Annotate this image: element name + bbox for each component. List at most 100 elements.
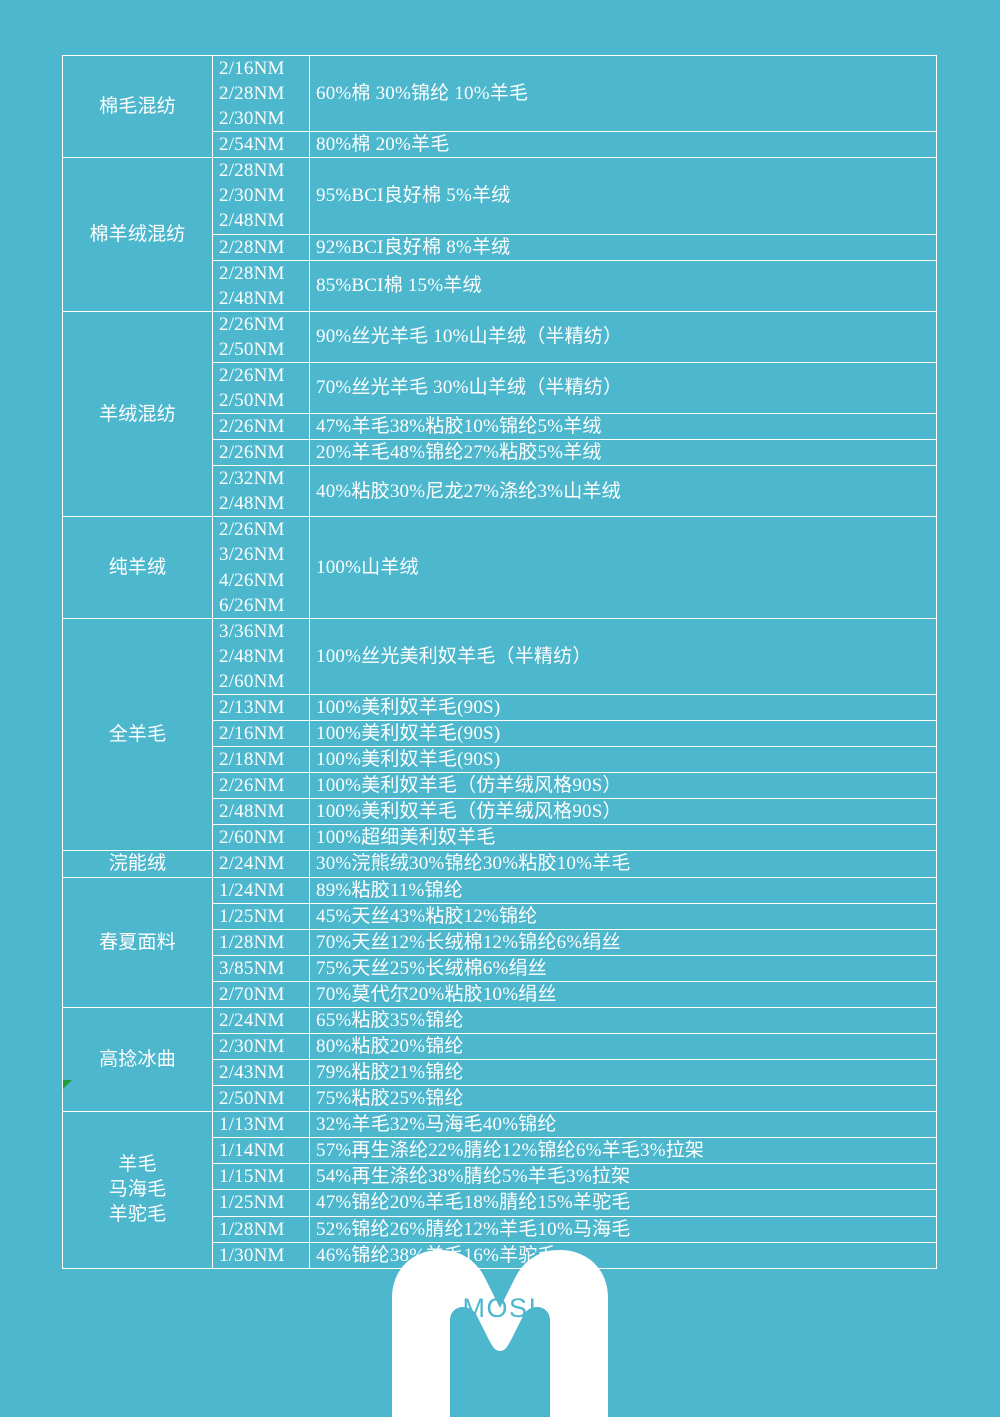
yarn-count-cell: 2/24NM: [212, 1006, 310, 1034]
yarn-count-cell: 2/30NM: [212, 1032, 310, 1061]
table-row: 棉羊绒混纺 2/28NM 2/30NM 2/48NM 95%BCI良好棉 5%羊绒: [62, 157, 937, 312]
composition-cell: 70%丝光羊毛 30%山羊绒（半精纺）: [309, 361, 937, 415]
logo-m-icon: [392, 1250, 608, 1417]
composition-cell: 100%超细美利奴羊毛: [309, 824, 937, 852]
composition-cell: 85%BCI棉 15%羊绒: [309, 259, 937, 312]
composition-cell: 70%莫代尔20%粘胶10%绢丝: [309, 980, 937, 1008]
yarn-count-cell: 3/36NM 2/48NM 2/60NM: [212, 617, 310, 695]
composition-cell: 100%美利奴羊毛(90S): [309, 720, 937, 748]
table-row: 浣能绒 2/24NM 30%浣熊绒30%锦纶30%粘胶10%羊毛: [62, 850, 937, 878]
table-row: 2/48NM 100%美利奴羊毛（仿羊绒风格90S）: [63, 798, 937, 826]
composition-cell: 40%粘胶30%尼龙27%涤纶3%山羊绒: [309, 465, 937, 518]
table-row: 羊绒混纺 2/26NM 2/50NM 90%丝光羊毛 10%山羊绒（半精纺）: [62, 310, 937, 518]
table-row: 2/13NM 100%美利奴羊毛(90S): [63, 693, 937, 722]
logo-wordmark: MOSI: [462, 1293, 538, 1323]
yarn-count-cell: 2/26NM 2/50NM: [212, 361, 310, 415]
composition-cell: 100%山羊绒: [309, 516, 937, 619]
category-cell: 棉毛混纺: [62, 54, 213, 159]
composition-cell: 90%丝光羊毛 10%山羊绒（半精纺）: [309, 310, 937, 363]
table-row: 2/18NM 100%美利奴羊毛(90S): [63, 746, 937, 774]
yarn-count-cell: 2/60NM: [212, 824, 310, 852]
yarn-count-cell: 2/28NM 2/48NM: [212, 259, 310, 312]
composition-cell: 92%BCI良好棉 8%羊绒: [309, 233, 937, 261]
table-row: 高捻冰曲 2/24NM 65%粘胶35%锦纶: [62, 1006, 937, 1113]
composition-cell: 80%粘胶20%锦纶: [309, 1032, 937, 1061]
yarn-count-cell: 2/24NM: [212, 850, 310, 878]
yarn-count-cell: 2/26NM: [212, 413, 310, 441]
yarn-count-cell: 2/28NM: [212, 233, 310, 261]
composition-cell: 89%粘胶11%锦纶: [309, 876, 937, 904]
yarn-count-cell: 2/13NM: [212, 693, 310, 722]
composition-cell: 45%天丝43%粘胶12%锦纶: [309, 902, 937, 930]
composition-cell: 100%美利奴羊毛(90S): [309, 693, 937, 722]
category-cell: 浣能绒: [62, 850, 213, 878]
composition-cell: 47%锦纶20%羊毛18%腈纶15%羊驼毛: [309, 1189, 937, 1217]
table-row: 2/30NM 80%粘胶20%锦纶: [63, 1032, 937, 1061]
yarn-count-cell: 2/43NM: [212, 1059, 310, 1087]
yarn-count-cell: 2/54NM: [212, 131, 310, 159]
yarn-count-cell: 2/16NM: [212, 720, 310, 748]
mosi-logo: MOSI: [0, 1246, 1000, 1417]
category-cell: 羊绒混纺: [62, 310, 213, 518]
table-row: 2/26NM 47%羊毛38%粘胶10%锦纶5%羊绒: [63, 413, 937, 441]
table-row: 2/50NM 75%粘胶25%锦纶: [63, 1085, 937, 1113]
table-row: 2/28NM 92%BCI良好棉 8%羊绒: [63, 233, 937, 261]
table-row: 2/60NM 100%超细美利奴羊毛: [63, 824, 937, 852]
composition-cell: 95%BCI良好棉 5%羊绒: [309, 157, 937, 235]
yarn-specification-table: 棉毛混纺 2/16NM 2/28NM 2/30NM 60%棉 30%锦纶 10%羊毛…: [62, 54, 937, 1269]
category-cell: 高捻冰曲: [62, 1006, 213, 1113]
composition-cell: 47%羊毛38%粘胶10%锦纶5%羊绒: [309, 413, 937, 441]
composition-cell: 80%棉 20%羊毛: [309, 131, 937, 159]
yarn-count-cell: 2/70NM: [212, 980, 310, 1008]
composition-cell: 100%丝光美利奴羊毛（半精纺）: [309, 617, 937, 695]
table-row: 2/32NM 2/48NM 40%粘胶30%尼龙27%涤纶3%山羊绒: [63, 465, 937, 518]
composition-cell: 75%天丝25%长绒棉6%绢丝: [309, 954, 937, 982]
category-cell: 纯羊绒: [62, 516, 213, 619]
table-row: 1/30NM46%锦纶38%羊毛16%羊驼毛: [63, 1241, 937, 1269]
table-row: 1/15NM 54%再生涤纶38%腈纶5%羊毛3%拉架: [63, 1163, 937, 1191]
table-row: 2/70NM 70%莫代尔20%粘胶10%绢丝: [63, 980, 937, 1008]
green-corner-marker: [63, 1080, 72, 1089]
table-row: 全羊毛 3/36NM 2/48NM 2/60NM 100%丝光美利奴羊毛（半精纺）: [62, 617, 937, 852]
table-row: 纯羊绒 2/26NM 3/26NM 4/26NM 6/26NM 100%山羊绒: [62, 516, 937, 619]
table-row: 1/25NM 47%锦纶20%羊毛18%腈纶15%羊驼毛: [63, 1189, 937, 1217]
composition-cell: 57%再生涤纶22%腈纶12%锦纶6%羊毛3%拉架: [309, 1137, 937, 1165]
yarn-count-cell: 1/25NM: [212, 902, 310, 930]
yarn-count-cell: 2/26NM 2/50NM: [212, 310, 310, 363]
category-cell: 棉羊绒混纺: [62, 157, 213, 312]
table-row: 1/25NM 45%天丝43%粘胶12%锦纶: [63, 902, 937, 930]
yarn-count-cell: 1/30NM: [212, 1241, 310, 1269]
table-row: 3/85NM 75%天丝25%长绒棉6%绢丝: [63, 954, 937, 982]
composition-cell: 60%棉 30%锦纶 10%羊毛: [309, 54, 937, 133]
composition-cell: 79%粘胶21%锦纶: [309, 1059, 937, 1087]
table-row: 2/26NM 100%美利奴羊毛（仿羊绒风格90S）: [63, 772, 937, 800]
table-row: 1/28NM 52%锦纶26%腈纶12%羊毛10%马海毛: [63, 1215, 937, 1243]
composition-cell: 100%美利奴羊毛(90S): [309, 746, 937, 774]
yarn-count-cell: 2/16NM 2/28NM 2/30NM: [212, 54, 310, 133]
category-cell: 全羊毛: [62, 617, 213, 852]
composition-cell: 52%锦纶26%腈纶12%羊毛10%马海毛: [309, 1215, 937, 1243]
composition-cell: 30%浣熊绒30%锦纶30%粘胶10%羊毛: [309, 850, 937, 878]
category-cell: 春夏面料: [62, 876, 213, 1008]
yarn-count-cell: 2/28NM 2/30NM 2/48NM: [212, 157, 310, 235]
yarn-count-cell: 1/28NM: [212, 928, 310, 956]
composition-cell: 70%天丝12%长绒棉12%锦纶6%绢丝: [309, 928, 937, 956]
yarn-count-cell: 2/18NM: [212, 746, 310, 774]
category-cell: 羊毛 马海毛 羊驼毛: [62, 1111, 213, 1269]
table-row: 羊毛 马海毛 羊驼毛 1/13NM 32%羊毛32%马海毛40%锦纶: [62, 1111, 937, 1269]
yarn-count-cell: 1/15NM: [212, 1163, 310, 1191]
yarn-count-cell: 1/14NM: [212, 1137, 310, 1165]
yarn-count-cell: 1/13NM: [212, 1111, 310, 1139]
table-row: 2/43NM 79%粘胶21%锦纶: [63, 1059, 937, 1087]
table-row: 2/26NM 20%羊毛48%锦纶27%粘胶5%羊绒: [63, 439, 937, 467]
composition-cell: 75%粘胶25%锦纶: [309, 1085, 937, 1113]
table-row: 1/14NM 57%再生涤纶22%腈纶12%锦纶6%羊毛3%拉架: [63, 1137, 937, 1165]
composition-cell: 54%再生涤纶38%腈纶5%羊毛3%拉架: [309, 1163, 937, 1191]
table-row: 春夏面料 1/24NM 89%粘胶11%锦纶: [62, 876, 937, 1008]
yarn-count-cell: 2/26NM: [212, 772, 310, 800]
table-row: 2/26NM 2/50NM 70%丝光羊毛 30%山羊绒（半精纺）: [63, 361, 937, 415]
composition-cell: 20%羊毛48%锦纶27%粘胶5%羊绒: [309, 439, 937, 467]
composition-cell: 32%羊毛32%马海毛40%锦纶: [309, 1111, 937, 1139]
table-row: 2/16NM 100%美利奴羊毛(90S): [63, 720, 937, 748]
